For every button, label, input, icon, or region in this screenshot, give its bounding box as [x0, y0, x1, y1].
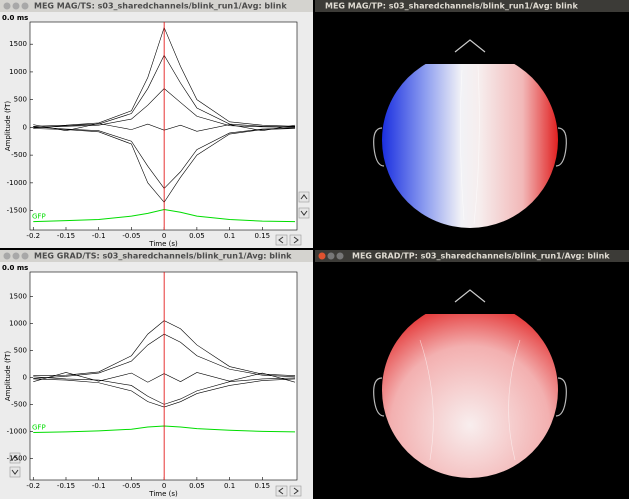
- x-tick-label: -0.1: [92, 232, 106, 240]
- gfp-label: GFP: [32, 213, 46, 221]
- x-tick-label: 0.15: [255, 482, 271, 490]
- y-tick-label: -500: [11, 400, 27, 408]
- y-tick-label: 500: [14, 346, 27, 354]
- y-tick-label: -1500: [7, 207, 27, 215]
- y-tick-label: -1500: [7, 454, 27, 462]
- plot-area: [29, 271, 298, 481]
- title-bar: [315, 250, 629, 262]
- y-tick-label: -1000: [7, 179, 27, 187]
- y-tick-label: 1500: [9, 40, 27, 48]
- scroll-buttons[interactable]: [9, 191, 310, 497]
- x-tick-label: 0.1: [224, 482, 235, 490]
- time-label: 0.0 ms: [2, 14, 28, 22]
- title-bar: [0, 0, 313, 12]
- x-tick-label: -0.05: [122, 482, 140, 490]
- topography-grad: [373, 289, 567, 478]
- x-tick-label: 0: [162, 482, 166, 490]
- x-axis-label: Time (s): [148, 490, 178, 498]
- y-tick-label: -500: [11, 151, 27, 159]
- x-tick-label: -0.2: [26, 232, 40, 240]
- window-title: MEG MAG/TS: s03_sharedchannels/blink_run…: [34, 2, 287, 11]
- y-tick-label: 1500: [9, 292, 27, 300]
- title-bar: [315, 0, 629, 12]
- y-axis-label: Amplitude (fT): [4, 101, 12, 152]
- y-tick-label: 1000: [9, 319, 27, 327]
- y-tick-label: 0: [23, 123, 27, 131]
- x-tick-label: 0.05: [189, 232, 205, 240]
- x-tick-label: -0.15: [57, 232, 75, 240]
- y-tick-label: 0: [23, 373, 27, 381]
- x-tick-label: 0.15: [255, 232, 271, 240]
- y-tick-label: 500: [14, 96, 27, 104]
- time-label: 0.0 ms: [2, 264, 28, 272]
- x-tick-label: 0.1: [224, 232, 235, 240]
- y-tick-label: -1000: [7, 427, 27, 435]
- window-title: MEG GRAD/TS: s03_sharedchannels/blink_ru…: [34, 252, 292, 261]
- x-tick-label: -0.1: [92, 482, 106, 490]
- window-title: MEG MAG/TP: s03_sharedchannels/blink_run…: [325, 2, 578, 11]
- x-axis-label: Time (s): [148, 240, 178, 248]
- x-tick-label: 0.05: [189, 482, 205, 490]
- x-tick-label: -0.2: [26, 482, 40, 490]
- window-controls[interactable]: [3, 2, 344, 260]
- gfp-label: GFP: [32, 423, 46, 431]
- x-tick-label: -0.05: [122, 232, 140, 240]
- x-tick-label: 0: [162, 232, 166, 240]
- y-axis-label: Amplitude (fT): [4, 351, 12, 402]
- topography-mag: [373, 39, 567, 228]
- y-tick-label: 1000: [9, 68, 27, 76]
- x-tick-label: -0.15: [57, 482, 75, 490]
- title-bar: [0, 250, 313, 262]
- window-title: MEG GRAD/TP: s03_sharedchannels/blink_ru…: [352, 252, 610, 261]
